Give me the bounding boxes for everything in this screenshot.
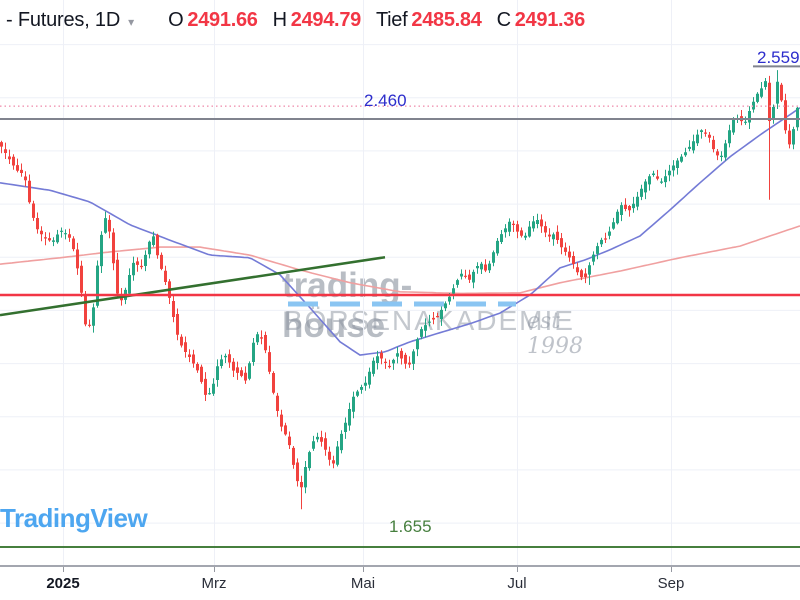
symbol-title[interactable]: - Futures, 1D — [6, 9, 121, 31]
axis-tick — [214, 567, 215, 572]
ohlc-low: Tief 2485.84 — [376, 9, 482, 32]
time-axis[interactable]: 2025 Mrz Mai Jul Sep — [0, 565, 800, 600]
candle-bodies-down — [0, 82, 791, 488]
low-label: Tief — [375, 9, 408, 31]
trendline-rising[interactable] — [0, 256, 386, 317]
axis-tick — [63, 567, 64, 572]
axis-label-Sep[interactable]: Sep — [657, 575, 685, 592]
level-label-2559[interactable]: 2.559 — [757, 48, 800, 67]
high-value: 2494.79 — [290, 9, 362, 31]
candle-bodies-up — [52, 81, 799, 488]
low-value: 2485.84 — [411, 9, 482, 31]
axis-label-Jul[interactable]: Jul — [507, 575, 527, 592]
open-label: O — [168, 9, 184, 31]
ma-slow-line — [0, 225, 800, 295]
axis-label-Mai[interactable]: Mai — [350, 575, 376, 592]
level-label-2460[interactable]: 2.460 — [364, 91, 407, 110]
axis-tick — [517, 567, 518, 572]
tradingview-logo[interactable]: TradingView — [0, 503, 148, 533]
ma-fast-line — [0, 107, 800, 356]
axis-label-2025[interactable]: 2025 — [46, 575, 80, 592]
price-chart-canvas[interactable] — [0, 0, 800, 565]
ohlc-close: C 2491.36 — [496, 9, 586, 32]
axis-tick — [363, 567, 364, 572]
ohlc-high: H 2494.79 — [272, 9, 362, 32]
ohlc-readout: O 2491.66 H 2494.79 Tief 2485.84 C 2491.… — [168, 9, 600, 32]
ohlc-open: O 2491.66 — [168, 9, 258, 32]
level-label-1655[interactable]: 1.655 — [389, 517, 432, 536]
close-value: 2491.36 — [514, 9, 586, 31]
open-value: 2491.66 — [187, 9, 258, 31]
gridlines — [0, 0, 800, 565]
high-label: H — [272, 9, 287, 31]
chevron-down-icon[interactable]: ▾ — [128, 15, 135, 29]
axis-tick — [671, 567, 672, 572]
close-label: C — [496, 9, 511, 31]
axis-label-Mrz[interactable]: Mrz — [201, 575, 227, 592]
chart-legend: - Futures, 1D ▾ O 2491.66 H 2494.79 Tief… — [6, 9, 600, 32]
